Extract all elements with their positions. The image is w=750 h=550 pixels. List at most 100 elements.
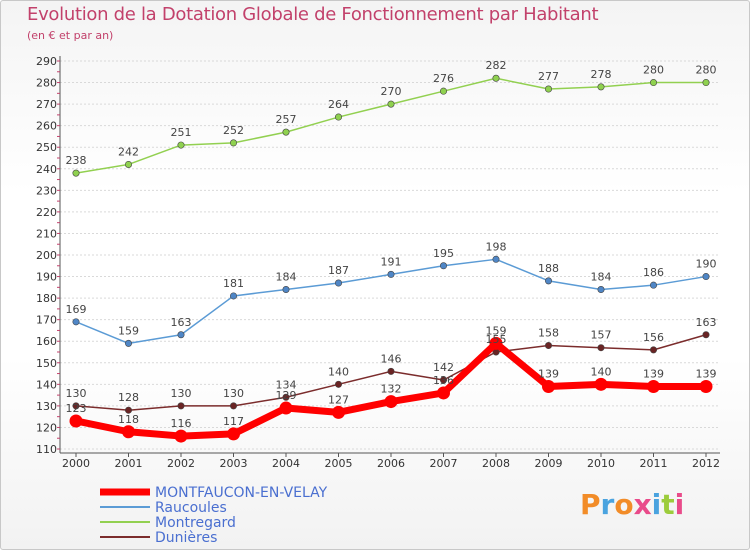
data-label-montregard: 238 <box>66 154 87 167</box>
data-labels: 238 242 251 252 257 264 270 276 282 277 278 280 280 1… <box>66 59 717 430</box>
data-point-raucoules <box>334 279 342 287</box>
data-point-duni-res <box>387 367 395 375</box>
data-point-montregard <box>702 79 710 87</box>
series-layer <box>69 74 713 443</box>
data-point-raucoules <box>230 292 238 300</box>
data-label-duni-res: 134 <box>276 378 297 391</box>
data-label-montfaucon-en-velay: 118 <box>118 413 139 426</box>
data-point-raucoules <box>439 262 447 270</box>
data-point-montregard <box>439 87 447 95</box>
data-label-montregard: 277 <box>538 70 559 83</box>
data-point-raucoules <box>387 270 395 278</box>
x-tick-label: 2006 <box>377 457 405 470</box>
data-label-montfaucon-en-velay: 139 <box>696 367 717 380</box>
y-tick-label: 130 <box>36 400 57 413</box>
data-point-duni-res <box>125 406 133 414</box>
y-tick-label: 210 <box>36 227 57 240</box>
y-tick-label: 160 <box>36 335 57 348</box>
data-point-montfaucon-en-velay <box>279 401 293 415</box>
data-label-raucoules: 184 <box>276 270 297 283</box>
data-point-montregard <box>597 83 605 91</box>
x-tick-label: 2009 <box>535 457 563 470</box>
data-point-duni-res <box>597 344 605 352</box>
y-tick-label: 170 <box>36 314 57 327</box>
data-label-raucoules: 198 <box>486 240 507 253</box>
data-label-duni-res: 146 <box>381 352 402 365</box>
data-label-montfaucon-en-velay: 140 <box>591 365 612 378</box>
logo-letter: P <box>580 488 601 521</box>
y-tick-label: 200 <box>36 249 57 262</box>
data-label-duni-res: 156 <box>643 331 664 344</box>
y-tick-label: 260 <box>36 120 57 133</box>
data-point-duni-res <box>282 393 290 401</box>
data-point-duni-res <box>439 376 447 384</box>
data-label-raucoules: 159 <box>118 324 139 337</box>
data-point-montregard <box>177 141 185 149</box>
x-tick-label: 2002 <box>167 457 195 470</box>
data-point-duni-res <box>702 331 710 339</box>
y-tick-label: 270 <box>36 98 57 111</box>
logo-letter: i <box>674 488 685 521</box>
y-tick-label: 190 <box>36 271 57 284</box>
logo-letter: t <box>661 488 675 521</box>
data-point-montregard <box>649 79 657 87</box>
data-label-duni-res: 128 <box>118 391 139 404</box>
logo-letter: r <box>600 488 615 521</box>
data-label-montfaucon-en-velay: 139 <box>643 367 664 380</box>
data-label-raucoules: 169 <box>66 303 87 316</box>
legend-label-duni-res: Dunières <box>155 530 217 546</box>
data-label-montfaucon-en-velay: 127 <box>328 393 349 406</box>
data-point-raucoules <box>72 318 80 326</box>
data-point-montregard <box>125 160 133 168</box>
y-tick-label: 120 <box>36 421 57 434</box>
data-point-raucoules <box>125 339 133 347</box>
axes: 110 120 130 140 150 160 170 180 190 200 210 220 230 2… <box>36 55 720 470</box>
data-point-raucoules <box>177 331 185 339</box>
chart-subtitle: (en € et par an) <box>27 29 114 42</box>
data-label-duni-res: 158 <box>538 327 559 340</box>
data-point-montfaucon-en-velay <box>437 386 450 400</box>
y-tick-label: 150 <box>36 357 57 370</box>
x-tick-label: 2011 <box>640 457 668 470</box>
x-tick-label: 2007 <box>430 457 458 470</box>
legend: MONTFAUCON-EN-VELAYRaucoulesMontregardDu… <box>100 485 328 546</box>
data-label-montregard: 257 <box>276 113 297 126</box>
data-label-montfaucon-en-velay: 123 <box>66 402 87 415</box>
data-point-duni-res <box>649 346 657 354</box>
data-label-duni-res: 142 <box>433 361 454 374</box>
data-label-raucoules: 181 <box>223 277 244 290</box>
data-point-raucoules <box>492 255 500 263</box>
x-tick-label: 2005 <box>325 457 353 470</box>
data-label-duni-res: 130 <box>171 387 192 400</box>
data-label-montregard: 251 <box>171 126 192 139</box>
data-label-montfaucon-en-velay: 136 <box>433 374 454 387</box>
data-label-montfaucon-en-velay: 117 <box>223 415 244 428</box>
legend-label-montregard: Montregard <box>155 515 236 531</box>
data-point-duni-res <box>72 402 80 410</box>
y-tick-label: 230 <box>36 184 57 197</box>
data-point-montfaucon-en-velay <box>384 395 398 409</box>
data-point-montregard <box>230 139 238 147</box>
data-label-raucoules: 163 <box>171 316 192 329</box>
data-label-montregard: 264 <box>328 98 349 111</box>
chart-title: Evolution de la Dotation Globale de Fonc… <box>27 4 599 25</box>
data-point-montfaucon-en-velay <box>699 379 713 393</box>
y-tick-label: 290 <box>36 55 57 68</box>
legend-label-raucoules: Raucoules <box>155 500 227 516</box>
data-label-raucoules: 188 <box>538 262 559 275</box>
data-label-montfaucon-en-velay: 116 <box>171 417 192 430</box>
data-point-montregard <box>334 113 342 121</box>
data-label-montregard: 270 <box>381 85 402 98</box>
data-label-raucoules: 191 <box>381 255 402 268</box>
data-point-montfaucon-en-velay <box>489 336 503 350</box>
data-point-montfaucon-en-velay <box>69 414 83 428</box>
data-point-raucoules <box>649 281 657 289</box>
data-label-duni-res: 130 <box>223 387 244 400</box>
y-tick-label: 140 <box>36 378 57 391</box>
data-point-montregard <box>492 74 500 82</box>
data-label-duni-res: 155 <box>486 333 507 346</box>
data-point-raucoules <box>282 285 290 293</box>
data-label-raucoules: 190 <box>696 258 717 271</box>
